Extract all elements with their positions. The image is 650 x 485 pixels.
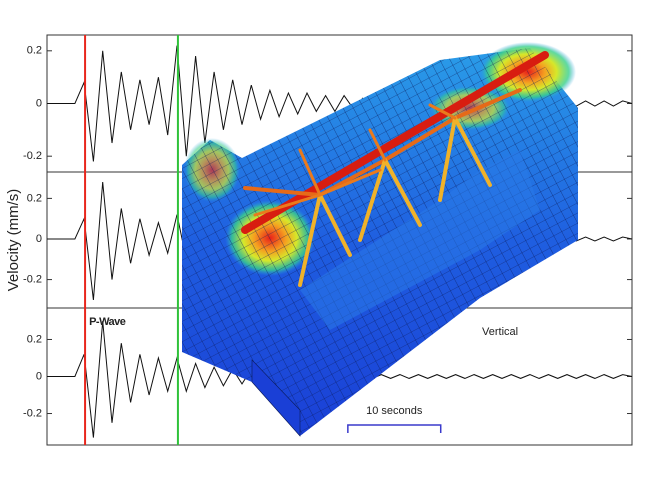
y-tick-label: 0.2 (27, 192, 42, 204)
annotations: P-Wave Vertical 10 seconds (89, 316, 518, 433)
y-tick-label: 0 (36, 233, 42, 245)
fem-model-image (182, 42, 578, 437)
y-tick-label: -0.2 (23, 273, 42, 285)
y-tick-label: 0.2 (27, 333, 42, 345)
y-tick-label: 0 (36, 97, 42, 109)
annotation: Vertical (482, 326, 518, 338)
y-tick-label: 0.2 (27, 45, 42, 57)
marker-label: P-Wave (89, 316, 126, 328)
y-tick-label: 0 (36, 370, 42, 382)
scale-bar-label: 10 seconds (366, 405, 423, 417)
scale-bar (347, 424, 442, 433)
y-axis-label: Velocity (mm/s) (5, 189, 22, 292)
y-tick-label: -0.2 (23, 407, 42, 419)
y-tick-label: -0.2 (23, 150, 42, 162)
